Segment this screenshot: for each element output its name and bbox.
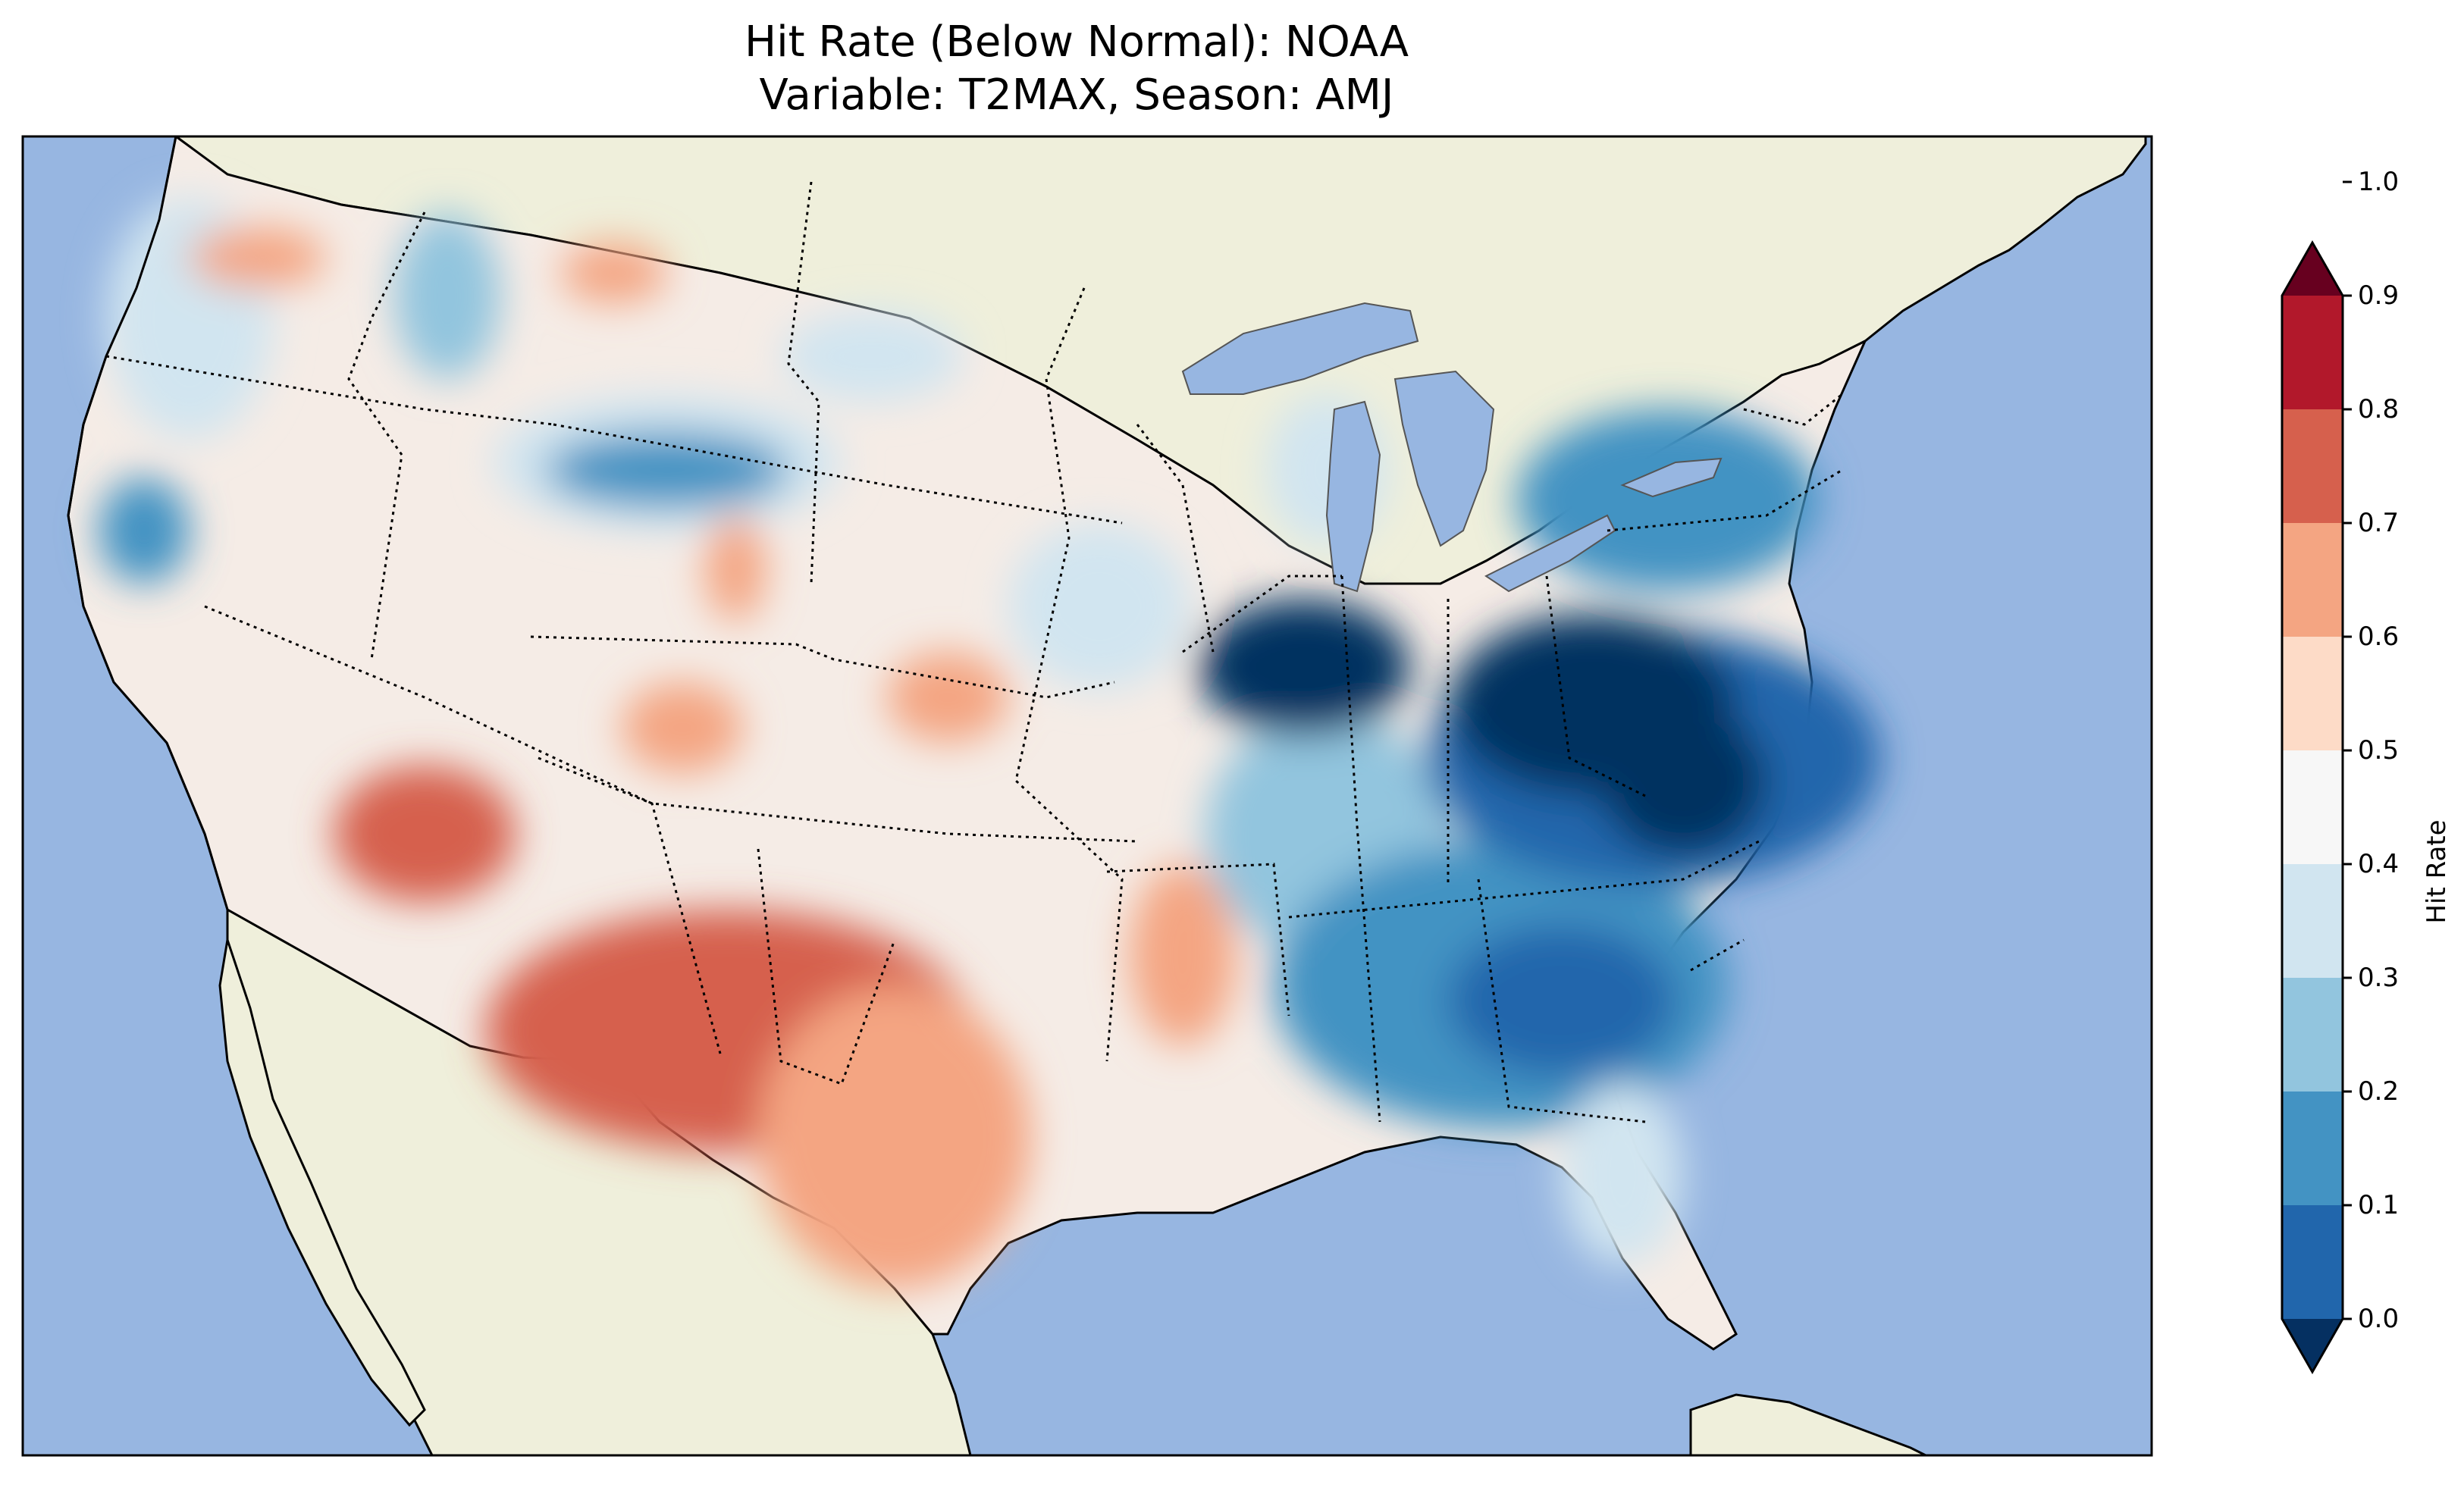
colorbar-bin <box>2282 296 2343 409</box>
colorbar-extend-min <box>2282 1319 2343 1372</box>
colorbar-bin <box>2282 750 2343 864</box>
colorbar-tick-label: 0.5 <box>2358 735 2400 766</box>
colorbar-tick-label: 0.7 <box>2358 508 2400 538</box>
colorbar-bin <box>2282 1205 2343 1319</box>
lake-ontario <box>1620 457 1723 498</box>
colorbar-bin <box>2282 864 2343 978</box>
hit-rate-field <box>99 197 1880 1289</box>
colorbar-tick-label: 1.0 <box>2358 167 2400 197</box>
colorbar-tick-label: 0.3 <box>2358 963 2400 993</box>
colorbar-bin <box>2282 523 2343 637</box>
colorbar-tick-label: 0.1 <box>2358 1190 2400 1220</box>
coastline <box>67 136 229 910</box>
colorbar-tick-label: 0.2 <box>2358 1076 2400 1107</box>
lake-huron <box>1393 370 1495 547</box>
colorbar <box>2281 180 2352 1375</box>
map-title-line-2: Variable: T2MAX, Season: AMJ <box>759 70 1394 120</box>
map-frame <box>21 135 2153 1457</box>
colorbar-bin <box>2282 409 2343 523</box>
colorbar-extend-max <box>2282 243 2343 296</box>
colorbar-tick-label: 0.0 <box>2358 1304 2400 1334</box>
state-borders <box>105 181 1843 1123</box>
colorbar-label: Hit Rate <box>2422 819 2452 924</box>
map-title-line-1: Hit Rate (Below Normal): NOAA <box>744 17 1409 67</box>
colorbar-bin <box>2282 978 2343 1092</box>
lake-superior <box>1181 302 1419 395</box>
colorbar-tick-label: 0.9 <box>2358 280 2400 311</box>
cuba-island <box>1689 1393 1926 1455</box>
colorbar-bin <box>2282 637 2343 750</box>
colorbar-tick-label: 0.8 <box>2358 394 2400 424</box>
colorbar-bin <box>2282 1092 2343 1205</box>
colorbar-tick-label: 0.4 <box>2358 849 2400 879</box>
lake-michigan <box>1325 400 1381 593</box>
colorbar-tick-label: 0.6 <box>2358 622 2400 652</box>
baja-peninsula <box>218 939 426 1427</box>
lake-erie <box>1484 514 1616 593</box>
